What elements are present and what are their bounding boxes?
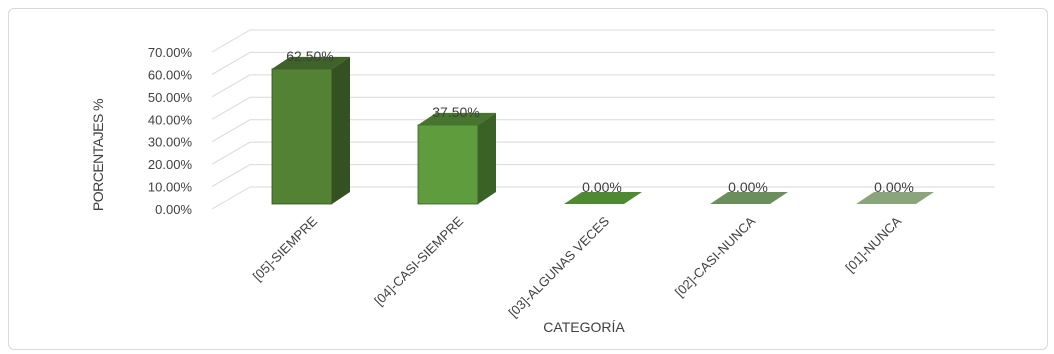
gridline-diagonal bbox=[211, 186, 251, 210]
bar-2 bbox=[417, 112, 496, 205]
y-tick-label: 40.00% bbox=[148, 112, 193, 127]
data-label: 0.00% bbox=[874, 179, 914, 195]
category-label: [05]-SIEMPRE bbox=[250, 213, 321, 284]
y-tick-label: 60.00% bbox=[148, 67, 193, 82]
category-label: [03]-ALGUNAS VECES bbox=[505, 213, 612, 320]
bar-3 bbox=[564, 192, 642, 204]
gridline-diagonal bbox=[211, 141, 251, 165]
y-tick-label: 20.00% bbox=[148, 157, 193, 172]
y-tick-label: 30.00% bbox=[148, 135, 193, 150]
data-labels: 62.50% 37.50% 0.00% 0.00% 0.00% bbox=[286, 48, 914, 195]
bar-flat bbox=[564, 192, 642, 204]
bar-front bbox=[417, 124, 479, 205]
bar-top bbox=[418, 112, 496, 125]
y-tick-label: 10.00% bbox=[148, 180, 193, 195]
bar-side bbox=[478, 112, 496, 204]
gridlines bbox=[211, 29, 995, 210]
y-tick-label: 50.00% bbox=[148, 90, 193, 105]
gridline-diagonal bbox=[211, 51, 251, 75]
bar-4 bbox=[710, 192, 788, 204]
chart-frame bbox=[8, 8, 1048, 350]
category-label: [02]-CASI-NUNCA bbox=[672, 213, 758, 299]
category-labels: [05]-SIEMPRE [04]-CASI-SIEMPRE [03]-ALGUNA… bbox=[250, 213, 905, 320]
bar-flat bbox=[710, 192, 788, 204]
data-label: 0.00% bbox=[728, 179, 768, 195]
category-label: [04]-CASI-SIEMPRE bbox=[371, 213, 466, 308]
data-label: 62.50% bbox=[286, 48, 333, 64]
data-label: 0.00% bbox=[582, 179, 622, 195]
y-tick-labels: 0.00% 10.00% 20.00% 30.00% 40.00% 50.00% 60.00… bbox=[148, 45, 193, 217]
bar-side bbox=[332, 56, 350, 205]
x-axis-title: CATEGORÍA bbox=[543, 319, 625, 335]
bars bbox=[271, 56, 934, 205]
bar-5 bbox=[856, 192, 934, 204]
bar-1 bbox=[271, 56, 350, 205]
gridline-diagonal bbox=[211, 74, 251, 98]
y-tick-label: 0.00% bbox=[155, 202, 192, 217]
data-label: 37.50% bbox=[432, 104, 479, 120]
category-label: [01]-NUNCA bbox=[842, 213, 904, 275]
y-axis-title: PORCENTAJES % bbox=[90, 99, 106, 211]
gridline-diagonal bbox=[211, 164, 251, 188]
bar-front bbox=[271, 68, 333, 205]
gridline-diagonal bbox=[211, 29, 251, 53]
y-tick-label: 70.00% bbox=[148, 45, 193, 60]
gridline-diagonal bbox=[211, 119, 251, 143]
gridline-diagonal bbox=[211, 96, 251, 120]
bar-flat bbox=[856, 192, 934, 204]
bar-top bbox=[272, 56, 350, 69]
